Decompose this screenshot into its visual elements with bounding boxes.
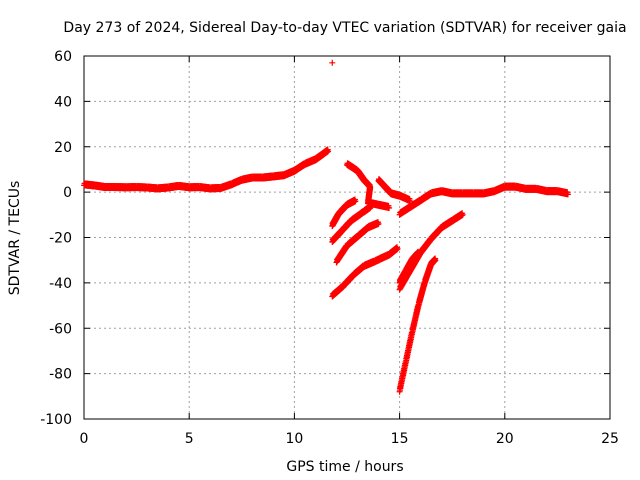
data-point: [375, 220, 382, 227]
x-tick-label: 0: [80, 431, 89, 447]
plot-frame: [83, 55, 611, 420]
y-tick-label: 0: [63, 185, 72, 201]
data-point: [432, 257, 439, 264]
y-tick-label: -40: [49, 276, 72, 292]
y-tick-label: 20: [54, 140, 72, 156]
x-tick-label: 5: [185, 431, 194, 447]
data-point: [564, 191, 571, 198]
y-axis-label: SDTVAR / TECUs: [7, 181, 23, 296]
y-tick-label: 60: [54, 49, 72, 65]
x-tick-label: 20: [496, 431, 514, 447]
y-tick-label: 40: [54, 94, 72, 110]
x-tick-label: 25: [601, 431, 619, 447]
x-axis-label: GPS time / hours: [286, 459, 403, 475]
data-marks: [81, 59, 571, 395]
y-tick-label: -80: [49, 367, 72, 383]
x-tick-label: 10: [285, 431, 303, 447]
data-point: [459, 211, 466, 218]
chart-title: Day 273 of 2024, Sidereal Day-to-day VTE…: [63, 20, 626, 36]
data-point: [352, 198, 359, 205]
y-axis-ticks: -100 -80 -60 -40 -20 0 20 40 60: [40, 49, 610, 428]
data-point: [386, 205, 393, 212]
data-point: [329, 59, 336, 66]
x-axis-ticks: 0 5 10 15 20 25: [80, 56, 619, 447]
data-point: [394, 245, 401, 252]
y-tick-label: -20: [49, 231, 72, 247]
x-tick-label: 15: [391, 431, 409, 447]
grid-lines: [84, 56, 610, 419]
data-point: [325, 148, 332, 155]
data-point: [415, 250, 422, 257]
plot-area: [81, 55, 611, 420]
y-tick-label: -60: [49, 321, 72, 337]
y-tick-label: -100: [40, 412, 72, 428]
